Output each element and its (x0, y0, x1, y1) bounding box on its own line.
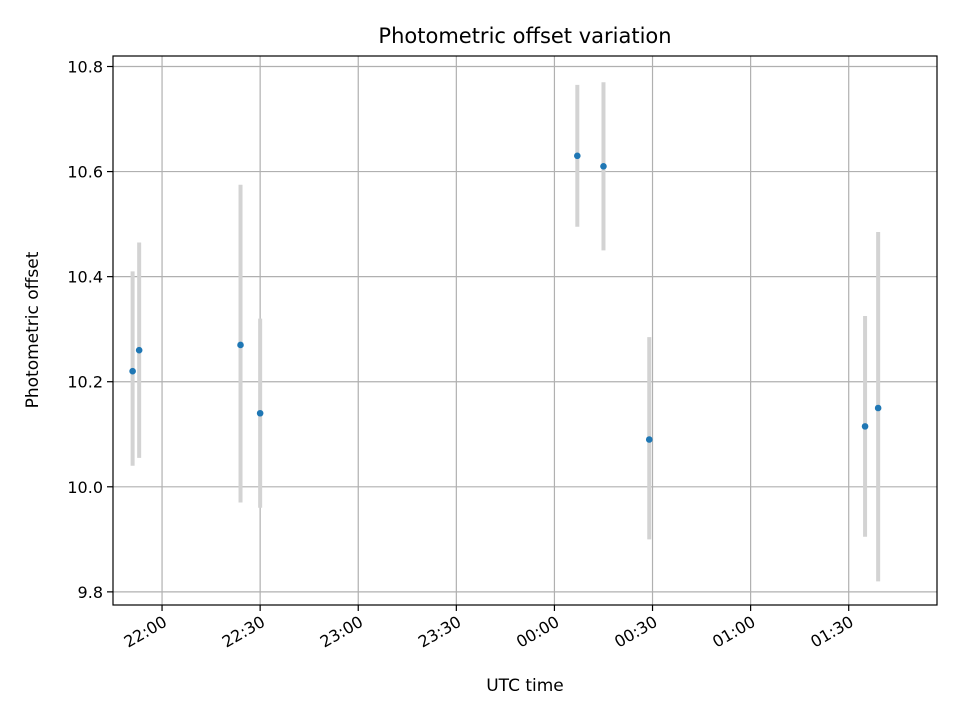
grid (113, 56, 937, 605)
y-tick-label: 10.4 (67, 268, 103, 287)
x-axis-label: UTC time (486, 676, 564, 696)
data-point (574, 152, 581, 160)
y-tick-label: 10.8 (67, 58, 103, 77)
data-point (135, 346, 143, 354)
data-point (256, 409, 264, 417)
data-point (600, 163, 607, 170)
data-point (237, 341, 244, 349)
y-tick-label: 9.8 (78, 583, 103, 602)
y-axis-label: Photometric offset (23, 251, 43, 408)
y-axis-ticks: 9.8 10.0 10.2 10.4 10.6 10.8 (67, 58, 113, 602)
y-tick-label: 10.0 (67, 478, 103, 497)
plot-area-frame (112, 55, 938, 606)
data-point (874, 404, 882, 412)
y-tick-label: 10.2 (67, 373, 103, 392)
data-point (645, 436, 653, 443)
y-tick-label: 10.6 (67, 163, 103, 182)
data-point (861, 423, 869, 430)
chart-title: Photometric offset variation (378, 24, 671, 48)
data-points (129, 152, 882, 443)
data-point (129, 367, 136, 375)
